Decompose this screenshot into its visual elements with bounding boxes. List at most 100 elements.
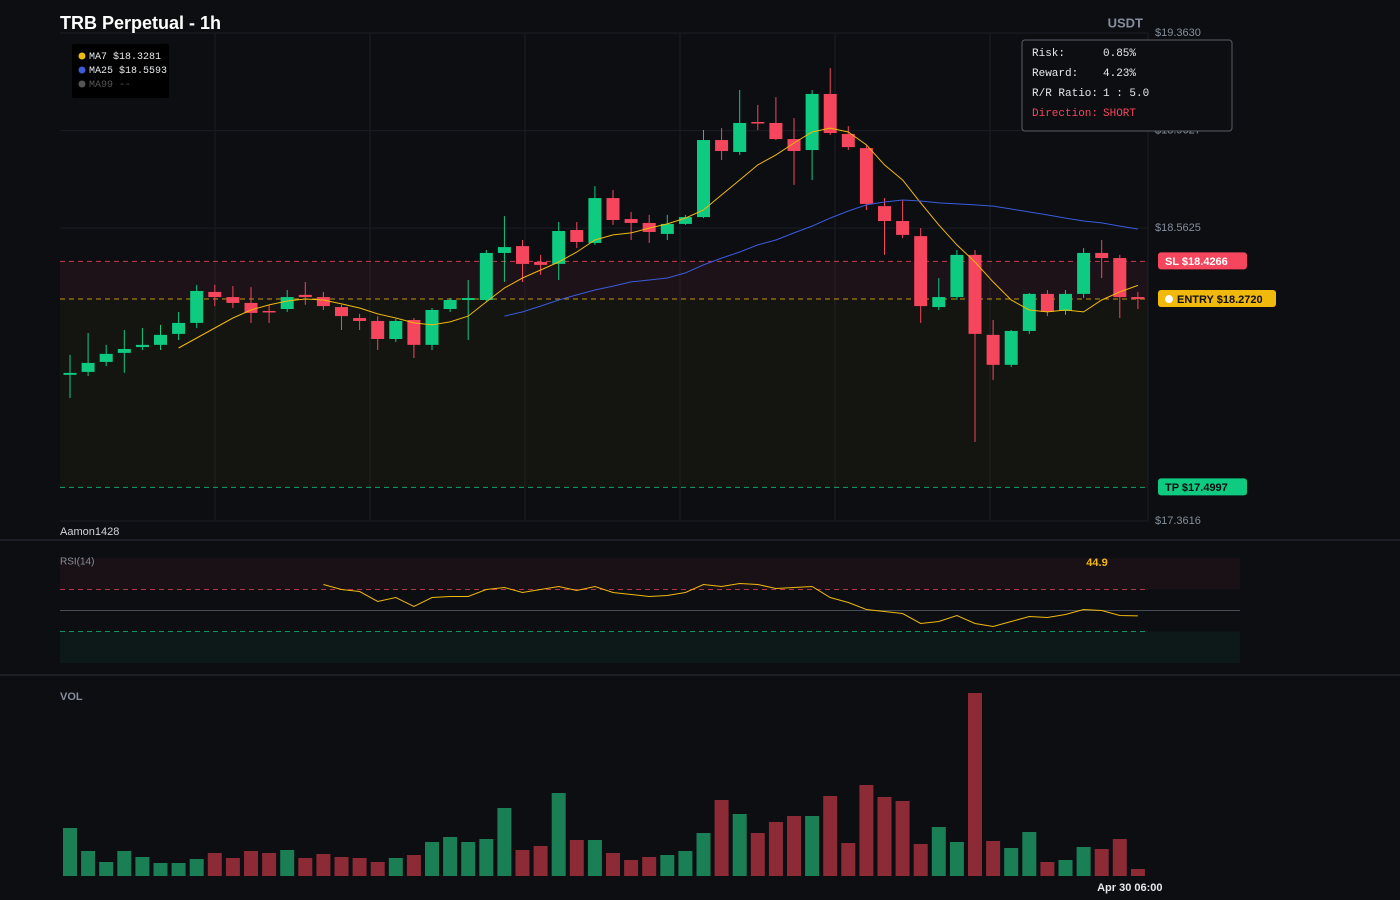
candle-body <box>63 372 77 375</box>
volume-bar <box>135 857 150 876</box>
volume-bar <box>1040 862 1055 876</box>
rsi-title: RSI(14) <box>60 557 94 568</box>
level-badge <box>1158 290 1276 308</box>
ma-legend-box <box>72 44 169 98</box>
candle-body <box>914 236 928 307</box>
candle-body <box>353 318 367 321</box>
legend-value: $18.5593 <box>119 65 167 77</box>
candle-body <box>534 261 548 265</box>
candle-body <box>208 291 222 298</box>
volume-bar <box>171 863 186 876</box>
candle-body <box>1077 252 1091 294</box>
volume-bar <box>244 851 258 876</box>
volume-bar <box>877 797 892 876</box>
legend-value: -- <box>119 80 131 91</box>
candle-body <box>99 353 113 362</box>
volume-bar <box>569 840 584 876</box>
level-zone <box>60 261 1148 300</box>
info-value: 0.85% <box>1103 48 1136 60</box>
volume-bar <box>913 844 928 876</box>
volume-bar <box>117 851 132 876</box>
candle-body <box>986 334 1000 365</box>
candle-body <box>371 320 385 340</box>
candle-body <box>1040 293 1054 312</box>
candle-body <box>298 294 312 298</box>
volume-bar <box>1094 849 1109 876</box>
level-label: SL $18.4266 <box>1165 256 1228 268</box>
volume-bar <box>624 860 639 876</box>
volume-bar <box>298 858 313 876</box>
candle-body <box>733 122 747 152</box>
rsi-oversold-zone <box>60 631 1240 663</box>
candle-body <box>172 322 186 334</box>
volume-bar <box>425 842 439 876</box>
candle-body <box>606 198 620 221</box>
candle-body <box>479 252 493 300</box>
candle-body <box>497 247 511 253</box>
candle-body <box>932 297 946 308</box>
zones <box>60 32 1240 663</box>
volume-bar <box>1130 869 1145 876</box>
volume-bar <box>207 853 222 876</box>
volume-bar <box>388 858 403 876</box>
volume-bar <box>768 822 783 876</box>
volume-bar <box>153 863 168 876</box>
candle-body <box>1131 297 1145 300</box>
info-label: Risk: <box>1032 48 1065 60</box>
volume-bar <box>1058 860 1073 876</box>
ma-line <box>504 199 1138 317</box>
candle-body <box>335 307 348 317</box>
level-label: ENTRY $18.2720 <box>1177 294 1263 306</box>
volume-bar <box>461 842 476 876</box>
y-tick-label: $19.3630 <box>1155 27 1201 39</box>
volume-bar <box>352 858 367 876</box>
level-zone <box>60 299 1148 488</box>
candle-body <box>226 297 240 303</box>
volume-bar <box>968 693 982 876</box>
trade-info-box <box>1021 39 1233 132</box>
y-tick-label: $17.3616 <box>1155 515 1201 527</box>
volume-bar <box>1022 832 1037 876</box>
volume-bar <box>316 854 331 876</box>
candle-body <box>244 302 258 313</box>
y-tick-label: $18.5625 <box>1155 222 1201 234</box>
volume-bar <box>678 851 693 876</box>
candle-body <box>190 290 204 323</box>
candle-body <box>896 220 910 235</box>
volume-bar <box>1004 848 1019 876</box>
candle-body <box>516 246 529 264</box>
volume-bar <box>497 808 512 876</box>
volume-bar <box>587 840 602 876</box>
volume-bar <box>479 839 494 876</box>
volume-bar <box>406 855 421 876</box>
candle-body <box>552 230 566 264</box>
candle-body <box>841 133 855 148</box>
volume-bar <box>714 800 729 876</box>
legend-entry: MA25 $18.5593 <box>89 65 167 77</box>
info-label: Reward: <box>1032 68 1078 80</box>
volume-bar <box>370 862 385 876</box>
candle-body <box>1113 258 1127 298</box>
chart-title: TRB Perpetual - 1h <box>60 13 221 33</box>
rsi-overbought-zone <box>60 558 1240 590</box>
legend-dot <box>78 66 86 74</box>
volume-bar <box>750 833 765 876</box>
volume-bar <box>334 857 349 876</box>
legend-name: MA99 <box>89 80 113 91</box>
candle-body <box>316 297 330 307</box>
candle-body <box>425 309 439 345</box>
entry-dot <box>1165 295 1173 304</box>
candle-body <box>642 222 656 232</box>
candle-body <box>443 299 457 310</box>
volume-bar <box>1112 839 1127 876</box>
legend-entry: MA99 -- <box>89 80 131 91</box>
candle-body <box>878 206 891 221</box>
volume-title: VOL <box>60 691 83 703</box>
candle-body <box>968 254 982 334</box>
candle-body <box>660 223 674 234</box>
candle-body <box>624 219 638 223</box>
volume-bar <box>805 816 820 876</box>
volume-bar <box>189 859 204 876</box>
